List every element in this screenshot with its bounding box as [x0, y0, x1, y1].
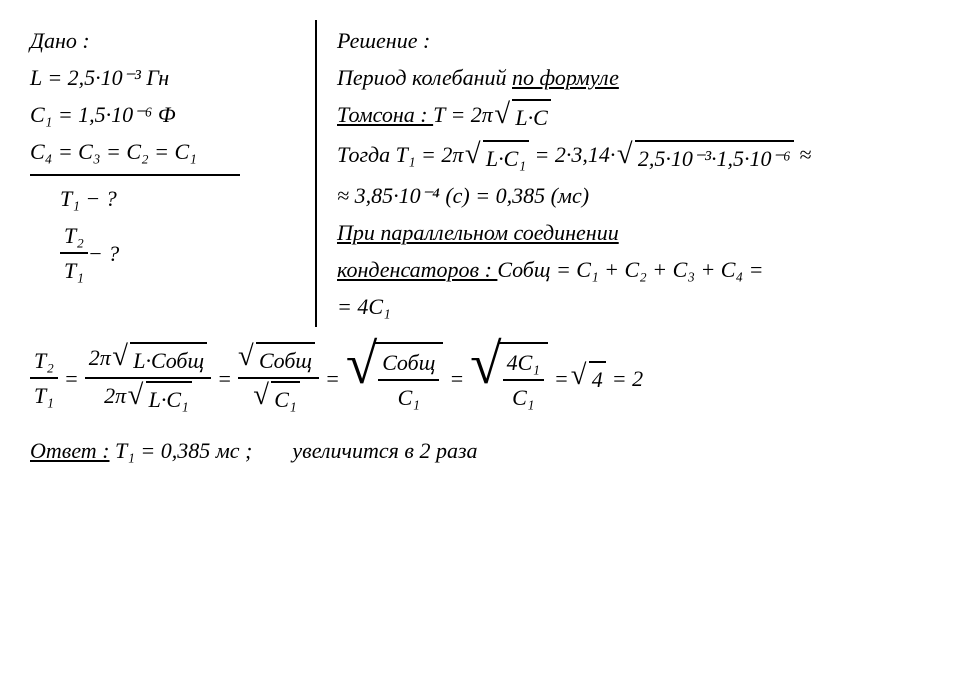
answer-T: T₁ = 0,385 мс ;: [115, 438, 252, 463]
given-column: Дано : L = 2,5·10⁻³ Гн C₁ = 1,5·10⁻⁶ Ф C…: [30, 20, 315, 327]
fracA-den: T₁: [30, 379, 58, 412]
fracC-num: Cобщ: [238, 341, 319, 379]
sqrtB-num: L·Cобщ: [116, 342, 207, 377]
sqrtD-sign: √: [346, 342, 377, 414]
given-hr: [30, 174, 240, 176]
line3a: Тогда T₁ = 2π: [337, 142, 463, 167]
fracE: 4C₁ C₁: [503, 346, 544, 414]
sqrtB-den: L·C₁: [132, 381, 192, 416]
eq5: =: [554, 362, 569, 395]
ratio-frac: T₂ T₁: [60, 219, 88, 287]
ratio-tail: − ?: [88, 237, 119, 270]
line1a: Период колебаний: [337, 65, 512, 90]
equation-row: T₂ T₁ = 2π L·Cобщ 2π L·C₁ = Cобщ C₁ = √ …: [30, 341, 928, 416]
answer-part1: Ответ : T₁ = 0,385 мс ;: [30, 434, 252, 467]
line5u: При параллельном соединении: [337, 220, 619, 245]
sqrtF: 4: [575, 361, 606, 396]
sqrtD-rad: Cобщ C₁: [374, 342, 443, 414]
answer-row: Ответ : T₁ = 0,385 мс ; увеличится в 2 р…: [30, 434, 928, 467]
sqrt-LC: L·C: [498, 99, 550, 134]
sqrtC-num: Cобщ: [242, 342, 315, 377]
fracB-den-a: 2π: [104, 383, 126, 408]
find-ratio: T₂ T₁ − ?: [30, 219, 300, 287]
eq1: =: [64, 362, 79, 395]
sqrtE-sign: √: [470, 342, 501, 414]
fracB-num-a: 2π: [89, 345, 111, 370]
fracD: Cобщ C₁: [378, 346, 439, 414]
sqrtC-den: C₁: [257, 381, 299, 416]
ratio-num: T₂: [60, 219, 88, 254]
line4: ≈ 3,85·10⁻⁴ (с) = 0,385 (мс): [337, 179, 928, 212]
fracB-den: 2π L·C₁: [85, 379, 211, 415]
eq3: =: [325, 362, 340, 395]
sqrtD: √ Cобщ C₁: [346, 342, 443, 414]
fracC: Cобщ C₁: [238, 341, 319, 416]
rad-nums: 2,5·10⁻³·1,5·10⁻⁶: [635, 140, 794, 175]
line2b: T = 2π: [433, 102, 493, 127]
fracE-den: C₁: [503, 381, 544, 414]
eq4: =: [449, 362, 464, 395]
given-title: Дано :: [30, 24, 300, 57]
fracE-num: 4C₁: [503, 346, 544, 381]
top-section: Дано : L = 2,5·10⁻³ Гн C₁ = 1,5·10⁻⁶ Ф C…: [30, 20, 928, 327]
find-T1: T₁ − ?: [30, 182, 300, 215]
line1: Период колебаний по формуле: [337, 61, 928, 94]
rad-LC: L·C: [512, 99, 550, 134]
line3e: ≈: [799, 142, 811, 167]
vertical-divider: [315, 20, 317, 327]
sqrtE-rad: 4C₁ C₁: [499, 342, 548, 414]
line6: конденсаторов : Cобщ = C₁ + C₂ + C₃ + C₄…: [337, 253, 928, 286]
line5: При параллельном соединении: [337, 216, 928, 249]
line6a: конденсаторов :: [337, 257, 497, 282]
line6b: Cобщ = C₁ + C₂ + C₃ + C₄ =: [497, 257, 763, 282]
sqrt-nums: 2,5·10⁻³·1,5·10⁻⁶: [621, 140, 794, 175]
solution-column: Решение : Период колебаний по формуле То…: [327, 20, 928, 327]
answer-ratio: увеличится в 2 раза: [292, 434, 477, 467]
solution-title: Решение :: [337, 24, 928, 57]
eqG: = 2: [612, 362, 643, 395]
fracD-num: Cобщ: [378, 346, 439, 381]
fracC-den: C₁: [238, 379, 319, 415]
given-C1: C₁ = 1,5·10⁻⁶ Ф: [30, 98, 300, 131]
answer-label: Ответ :: [30, 438, 110, 463]
line1b: по формуле: [512, 65, 619, 90]
radF: 4: [589, 361, 606, 396]
line3: Тогда T₁ = 2π L·C₁ = 2·3,14· 2,5·10⁻³·1,…: [337, 138, 928, 174]
rad-LC1: L·C₁: [483, 140, 529, 175]
eq2: =: [217, 362, 232, 395]
ratio-den: T₁: [60, 254, 88, 287]
fracB: 2π L·Cобщ 2π L·C₁: [85, 341, 211, 416]
radC-num: Cобщ: [256, 342, 315, 377]
fracA: T₂ T₁: [30, 344, 58, 412]
line2a: Томсона :: [337, 102, 433, 127]
radC-den: C₁: [271, 381, 299, 416]
sqrt-LC1: L·C₁: [469, 140, 529, 175]
line3c: = 2·3,14·: [534, 142, 615, 167]
given-L: L = 2,5·10⁻³ Гн: [30, 61, 300, 94]
radB-den: L·C₁: [146, 381, 192, 416]
fracA-num: T₂: [30, 344, 58, 379]
given-Ceq: C₄ = C₃ = C₂ = C₁: [30, 135, 300, 168]
sqrtE: √ 4C₁ C₁: [470, 342, 548, 414]
line7: = 4C₁: [337, 290, 928, 323]
radB-num: L·Cобщ: [130, 342, 207, 377]
line2: Томсона : T = 2π L·C: [337, 98, 928, 134]
fracD-den: C₁: [378, 381, 439, 414]
fracB-num: 2π L·Cобщ: [85, 341, 211, 379]
